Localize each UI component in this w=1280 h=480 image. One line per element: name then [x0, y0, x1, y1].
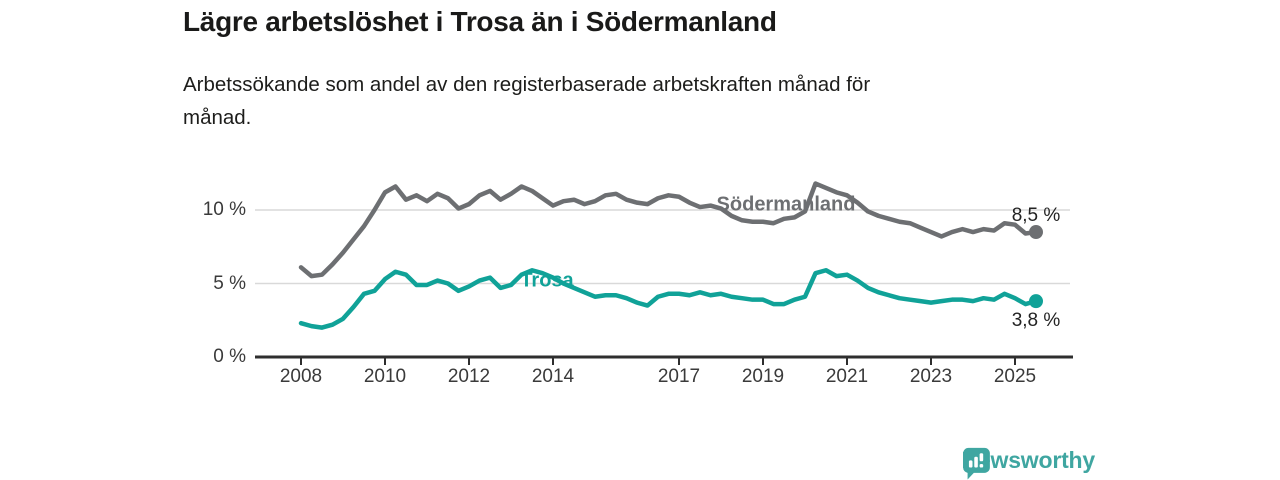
y-axis-label-0: 0 %	[213, 346, 246, 367]
x-axis-label-2014: 2014	[531, 366, 575, 387]
chart-subtitle: Arbetssökande som andel av den registerb…	[183, 68, 1043, 134]
chart-subtitle-line-2: månad.	[183, 106, 252, 129]
chart-subtitle-line-1: Arbetssökande som andel av den registerb…	[183, 73, 871, 96]
series-end-value-södermanland: 8,5 %	[1011, 205, 1061, 227]
series-label-södermanland: Södermanland	[716, 193, 856, 216]
y-axis-label-5: 5 %	[213, 272, 246, 294]
series-line-södermanland	[298, 181, 1039, 279]
newsworthy-branding: Newsworthy	[962, 447, 1095, 480]
series-label-trosa: Trosa	[520, 269, 574, 292]
series-line-trosa	[298, 268, 1039, 330]
x-axis-label-2023: 2023	[909, 366, 953, 387]
x-axis-label-2008: 2008	[279, 366, 323, 387]
newsworthy-speech-bubble-bar-chart-icon	[962, 447, 990, 480]
x-axis-label-2017: 2017	[657, 366, 701, 387]
series-end-dot-södermanland	[1029, 225, 1043, 240]
chart-title: Lägre arbetslöshet i Trosa än i Söderman…	[183, 6, 777, 37]
series-end-dot-trosa	[1029, 294, 1043, 309]
y-axis-label-10: 10 %	[202, 199, 246, 220]
x-axis-label-2019: 2019	[741, 366, 785, 387]
x-axis-label-2012: 2012	[447, 366, 491, 387]
x-axis-label-2010: 2010	[363, 366, 407, 387]
x-axis-label-2021: 2021	[825, 366, 869, 387]
x-axis-label-2025: 2025	[993, 366, 1037, 387]
series-end-value-trosa: 3,8 %	[1011, 310, 1061, 332]
